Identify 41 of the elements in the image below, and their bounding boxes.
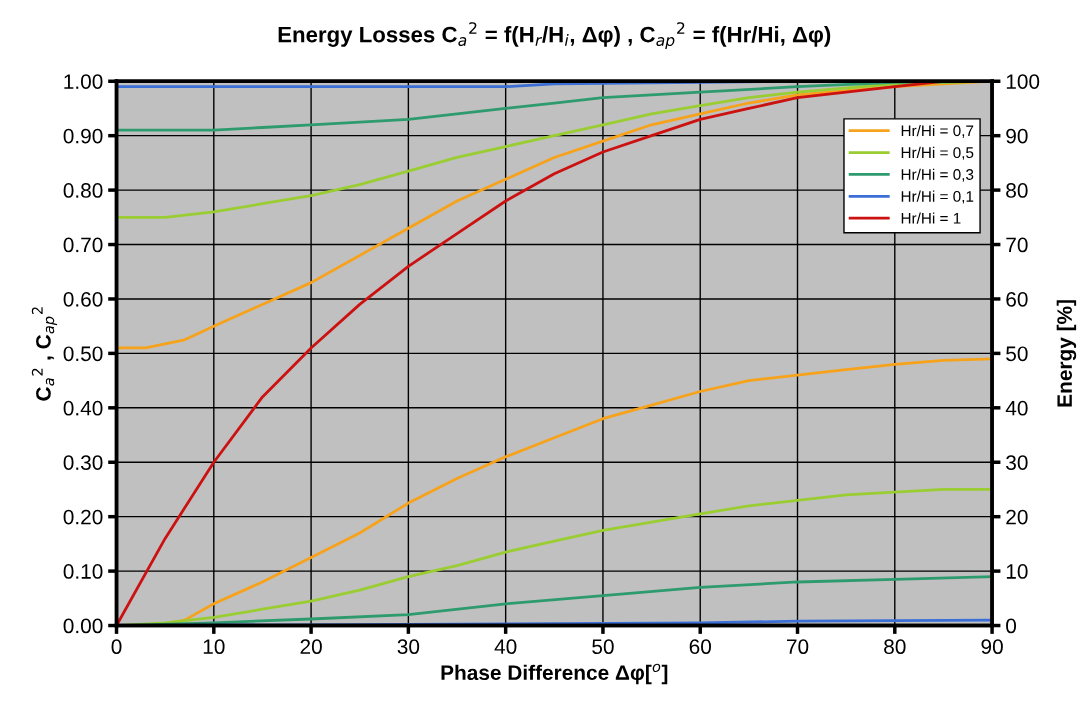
y-tick-label: 0.30 — [63, 455, 103, 470]
x-tick-label: 60 — [689, 639, 711, 655]
x-tick-label: 20 — [300, 639, 322, 655]
x-tick-label: 70 — [786, 639, 809, 655]
y-axis-title: C$_{a}$$^{2}$ , C$_{ap}$$^{2}$ — [31, 307, 58, 401]
y-tick-label: 0.10 — [63, 564, 103, 579]
y2-tick-label: 80 — [1006, 183, 1028, 198]
y-tick-label: 0.80 — [63, 183, 103, 198]
y2-tick-label: 30 — [1006, 455, 1028, 470]
x-tick-label: 80 — [884, 639, 906, 655]
y-tick-label: 1.00 — [64, 74, 103, 89]
y2-tick-label: 0 — [1006, 618, 1017, 634]
y2-tick-label: 50 — [1006, 346, 1028, 362]
y-tick-label: 0.60 — [63, 291, 103, 307]
y2-tick-label: 60 — [1006, 291, 1028, 307]
y2-tick-label: 10 — [1006, 564, 1028, 579]
y-tick-label: 0.90 — [63, 128, 103, 144]
y2-tick-label: 90 — [1006, 128, 1028, 144]
y-tick-label: 0.70 — [63, 237, 103, 253]
x-tick-label: 40 — [494, 639, 517, 655]
y2-tick-label: 40 — [1005, 400, 1028, 416]
x-tick-label: 10 — [203, 639, 225, 655]
legend-label: Hr/Hi = 0,7 — [901, 124, 974, 138]
x-tick-label: 30 — [397, 639, 420, 655]
y2-tick-label: 20 — [1006, 509, 1028, 525]
y-tick-label: 0.50 — [63, 346, 103, 362]
legend-label: Hr/Hi = 1 — [901, 212, 961, 224]
x-axis-title: Phase Difference Δφ[$^{o}$] — [441, 663, 668, 685]
x-tick-label: 90 — [981, 639, 1003, 655]
y2-tick-label: 70 — [1006, 237, 1028, 253]
y2-tick-label: 100 — [1006, 74, 1040, 89]
y-tick-label: 0.20 — [63, 509, 103, 525]
x-tick-label: 50 — [592, 639, 614, 655]
legend-label: Hr/Hi = 0,3 — [901, 168, 974, 182]
x-tick-label: 0 — [111, 639, 122, 655]
chart-title: Energy Losses C$_{a}$$^{2}$ = f(H$_{r}$/H$_{i}$, Δφ) , C$_{ap}$$^{2}$ = f(Hr/Hi, Δφ) — [278, 22, 831, 50]
legend-label: Hr/Hi = 0,5 — [901, 146, 974, 160]
y-tick-label: 0.00 — [63, 618, 103, 634]
y2-axis-title: Energy [%] — [1056, 300, 1077, 407]
y-tick-label: 0.40 — [63, 400, 103, 416]
legend-label: Hr/Hi = 0,1 — [901, 190, 974, 204]
